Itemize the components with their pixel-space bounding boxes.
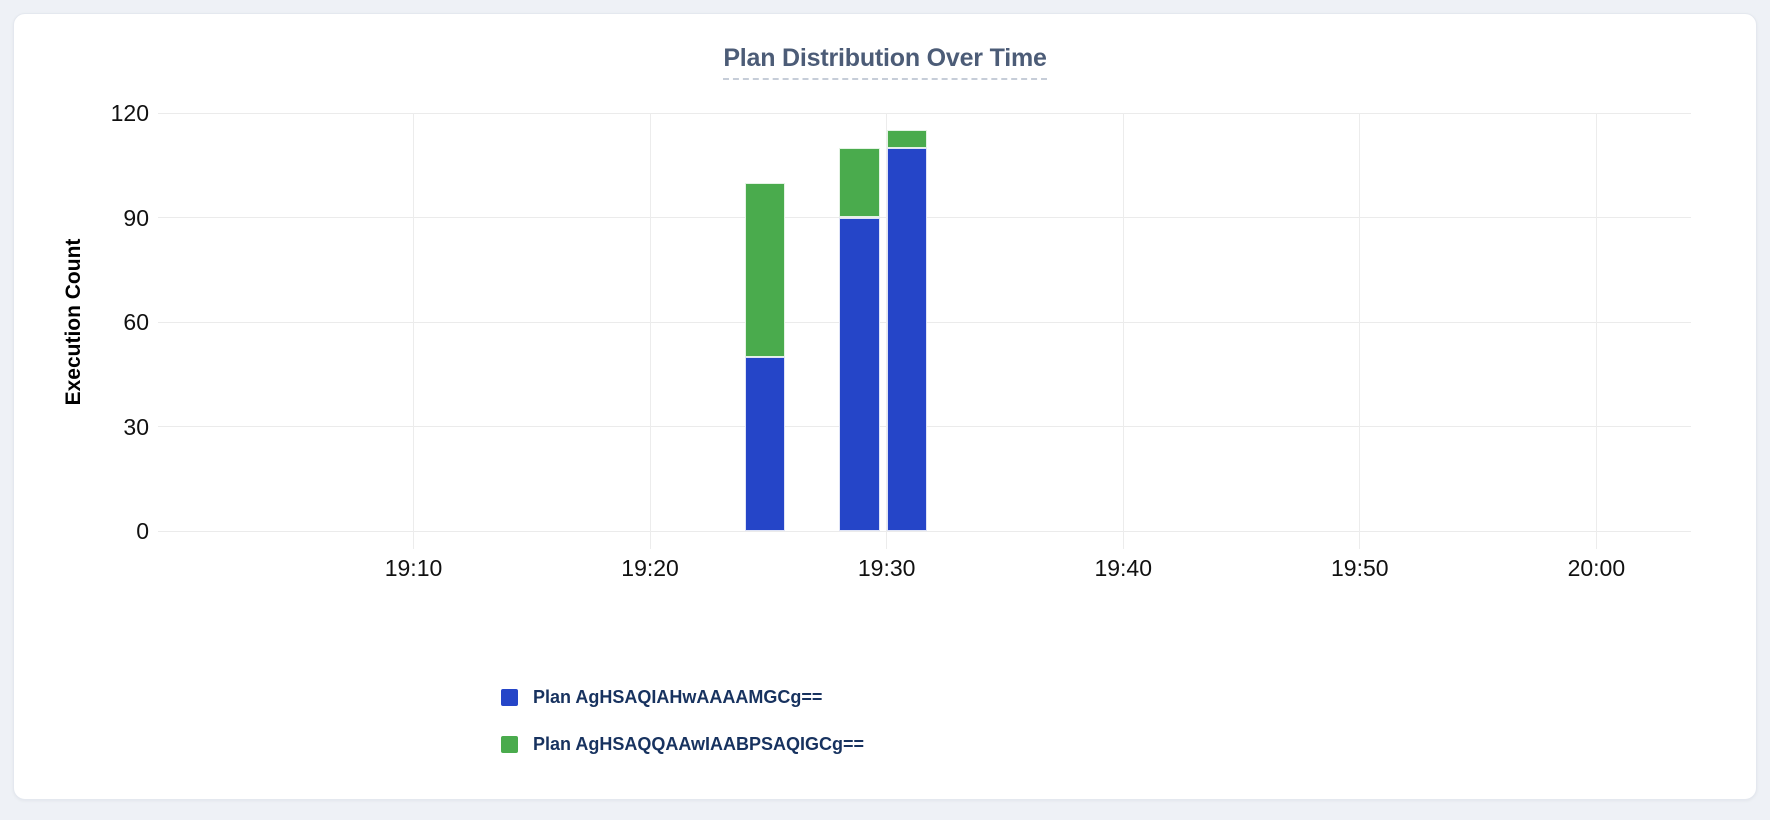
y-tick-label: 90 bbox=[123, 204, 149, 231]
y-tick-label: 0 bbox=[136, 518, 149, 544]
chart-title-row: Plan Distribution Over Time bbox=[14, 44, 1756, 80]
bar-segment[interactable] bbox=[886, 130, 927, 148]
x-tick-label: 19:10 bbox=[384, 555, 443, 581]
y-tick-label: 120 bbox=[110, 100, 149, 126]
v-gridline bbox=[1122, 113, 1124, 549]
bar-segment[interactable] bbox=[744, 356, 785, 531]
legend-label: Plan AgHSAQIAHwAAAAMGCg== bbox=[533, 687, 823, 707]
v-gridline bbox=[649, 113, 651, 549]
v-gridline bbox=[413, 113, 414, 549]
chart-title[interactable]: Plan Distribution Over Time bbox=[723, 44, 1047, 80]
bar-segment[interactable] bbox=[744, 182, 785, 357]
h-gridline bbox=[158, 530, 1691, 532]
bar-segment[interactable] bbox=[839, 147, 880, 218]
legend-label: Plan AgHSAQQAAwIAABPSAQIGCg== bbox=[533, 734, 865, 754]
legend-item[interactable]: Plan AgHSAQIAHwAAAAMGCg== bbox=[501, 687, 864, 708]
y-tick-label: 60 bbox=[123, 309, 149, 335]
x-tick-label: 19:50 bbox=[1331, 555, 1389, 581]
y-tick-label: 30 bbox=[123, 413, 149, 440]
x-tick-label: 19:30 bbox=[857, 555, 916, 581]
chart-panel: Plan Distribution Over Time Execution Co… bbox=[13, 13, 1757, 800]
legend-item[interactable]: Plan AgHSAQQAAwIAABPSAQIGCg== bbox=[501, 734, 864, 755]
chart-legend: Plan AgHSAQIAHwAAAAMGCg== Plan AgHSAQQAAw… bbox=[501, 687, 864, 781]
bar-segment[interactable] bbox=[886, 147, 927, 531]
h-gridline bbox=[158, 112, 1691, 114]
v-gridline bbox=[1595, 113, 1597, 549]
v-gridline bbox=[1359, 113, 1361, 549]
legend-swatch-icon bbox=[501, 689, 518, 706]
x-tick-label: 19:20 bbox=[621, 555, 679, 581]
legend-swatch-icon bbox=[501, 736, 518, 753]
bar-segment[interactable] bbox=[839, 217, 880, 531]
x-tick-label: 20:00 bbox=[1567, 555, 1626, 581]
plot-area bbox=[158, 112, 1691, 549]
x-tick-label: 19:40 bbox=[1094, 555, 1152, 581]
